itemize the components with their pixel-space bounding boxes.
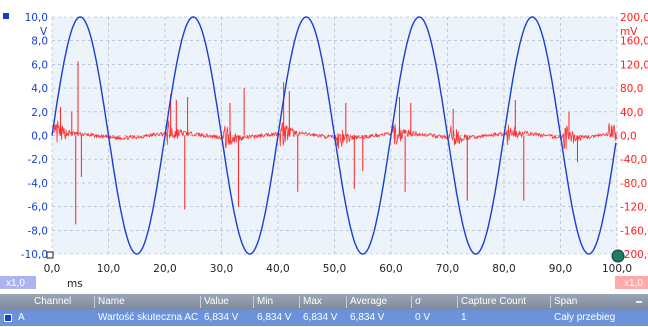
- right-scale-badge-label: x1,0: [624, 278, 643, 289]
- col-value-header[interactable]: Value: [204, 296, 229, 307]
- collapse-icon[interactable]: [636, 301, 642, 303]
- measurement-row[interactable]: A Wartość skuteczna AC 6,834 V 6,834 V 6…: [0, 310, 648, 326]
- left-scale-badge-label: x1,0: [6, 278, 25, 289]
- col-max-header[interactable]: Max: [303, 296, 322, 307]
- cell-min: 6,834 V: [257, 312, 292, 323]
- oscilloscope-view[interactable]: 10,0 8,0 6,0 4,0 2,0 0,0 -2,0 -4,0 -6,0 -8,0 -10,0…: [0, 0, 648, 290]
- left-axis-ticks: 10,0 8,0 6,0 4,0 2,0 0,0 -2,0 -4,0 -6,0 -8,0 -10,0: [21, 12, 48, 261]
- left-tick-label: 0,0: [31, 131, 48, 143]
- left-tick-label: 8,0: [31, 36, 48, 48]
- channel-a-marker-icon[interactable]: [3, 13, 9, 19]
- measurements-table: Channel Name Value Min Max Average σ Cap…: [0, 292, 648, 327]
- left-axis-unit: V: [40, 26, 48, 38]
- right-axis-ticks: 200,0 160,0 120,0 80,0 40,0 0,0 -40,0 -80,0 -120…: [620, 12, 648, 261]
- x-tick-label: 20,0: [153, 263, 176, 275]
- right-tick-label: 200,0: [620, 12, 648, 24]
- right-tick-label: 40,0: [620, 107, 643, 119]
- right-tick-label: -160,0: [620, 225, 648, 237]
- cell-channel: A: [18, 312, 25, 323]
- ruler-handle-icon[interactable]: [611, 249, 625, 263]
- cell-average: 6,834 V: [350, 312, 385, 323]
- cell-sigma: 0 V: [415, 312, 431, 323]
- x-tick-label: 100,0: [602, 263, 632, 275]
- right-axis-unit: mV: [620, 26, 638, 38]
- x-tick-label: 70,0: [436, 263, 459, 275]
- left-tick-label: 6,0: [31, 59, 48, 71]
- left-tick-label: -4,0: [28, 178, 49, 190]
- left-scale-badge[interactable]: [0, 276, 36, 289]
- right-tick-label: 120,0: [620, 59, 648, 71]
- x-tick-label: 90,0: [549, 263, 572, 275]
- channel-a-sine-line: [51, 16, 617, 255]
- col-sigma-header[interactable]: σ: [415, 296, 422, 307]
- right-tick-label: 160,0: [620, 36, 648, 48]
- x-tick-label: 80,0: [492, 263, 515, 275]
- col-channel-header[interactable]: Channel: [34, 296, 72, 307]
- left-tick-label: 4,0: [31, 83, 48, 95]
- left-tick-label: -10,0: [21, 249, 48, 261]
- column-divider: [346, 296, 347, 308]
- trigger-marker-icon[interactable]: [46, 251, 54, 259]
- cell-span: Cały przebieg: [554, 312, 616, 323]
- right-tick-label: -200,0: [620, 249, 648, 261]
- column-divider: [253, 296, 254, 308]
- col-capture-count-header[interactable]: Capture Count: [461, 296, 527, 307]
- x-tick-label: 10,0: [97, 263, 120, 275]
- right-scale-badge[interactable]: [615, 276, 648, 289]
- x-axis-unit: ms: [67, 278, 83, 290]
- column-divider: [94, 296, 95, 308]
- right-tick-label: -80,0: [620, 178, 647, 190]
- x-tick-label: 0,0: [44, 263, 61, 275]
- column-divider: [457, 296, 458, 308]
- right-tick-label: 0,0: [620, 131, 637, 143]
- cell-capture-count: 1: [461, 312, 467, 323]
- column-divider: [411, 296, 412, 308]
- cell-max: 6,834 V: [303, 312, 338, 323]
- measurements-header-row: Channel Name Value Min Max Average σ Cap…: [0, 294, 648, 310]
- right-tick-label: 80,0: [620, 83, 643, 95]
- left-tick-label: 10,0: [25, 12, 48, 24]
- right-tick-label: -120,0: [620, 202, 648, 214]
- col-span-header[interactable]: Span: [554, 296, 578, 307]
- x-axis-ticks: 0,0 10,0 20,0 30,0 40,0 50,0 60,0 70,0 80,0 90,0 1…: [44, 263, 632, 275]
- col-min-header[interactable]: Min: [257, 296, 274, 307]
- column-divider: [550, 296, 551, 308]
- column-divider: [299, 296, 300, 308]
- x-tick-label: 60,0: [379, 263, 402, 275]
- x-tick-label: 50,0: [323, 263, 346, 275]
- cell-value: 6,834 V: [204, 312, 239, 323]
- channel-a-color-icon: [4, 314, 12, 322]
- channel-a-trace: [51, 16, 617, 255]
- x-tick-label: 30,0: [210, 263, 233, 275]
- grid-lines: [51, 16, 618, 255]
- left-tick-label: 2,0: [31, 107, 48, 119]
- col-name-header[interactable]: Name: [98, 296, 125, 307]
- left-tick-label: -6,0: [28, 202, 49, 214]
- column-divider: [200, 296, 201, 308]
- col-average-header[interactable]: Average: [350, 296, 388, 307]
- x-tick-label: 40,0: [266, 263, 289, 275]
- right-tick-label: -40,0: [620, 154, 647, 166]
- cell-name: Wartość skuteczna AC: [98, 312, 199, 323]
- left-tick-label: -2,0: [28, 154, 49, 166]
- left-tick-label: -8,0: [28, 225, 49, 237]
